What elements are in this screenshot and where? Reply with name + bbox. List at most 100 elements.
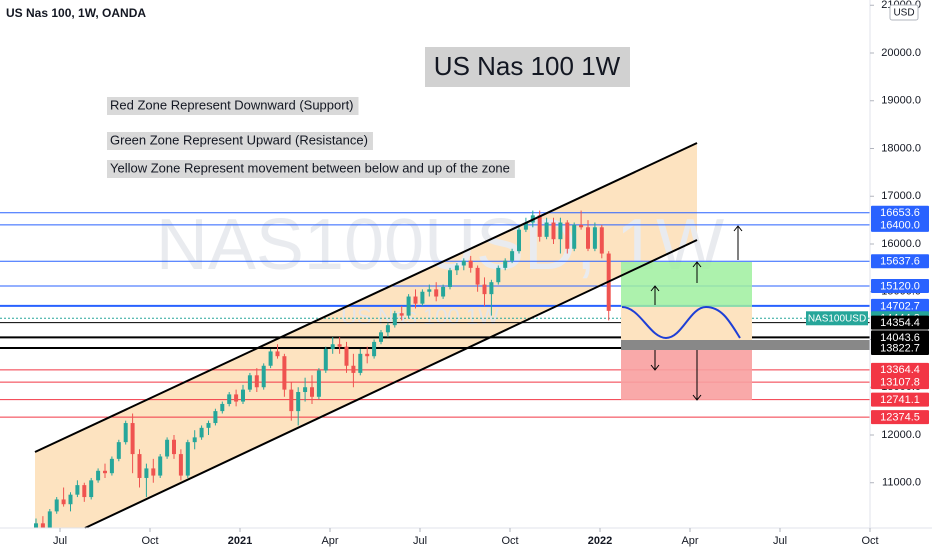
level-label-box — [871, 217, 929, 232]
wave — [621, 305, 741, 340]
candle-body — [199, 427, 204, 438]
candle-body — [399, 313, 404, 316]
candle-body — [289, 389, 294, 412]
candle-body — [247, 375, 252, 390]
y-tick-label: 17000.0 — [881, 190, 921, 202]
candle-body — [296, 392, 301, 412]
header: US Nas 100, 1W, OANDA — [6, 6, 146, 20]
candle-body — [275, 351, 280, 357]
level-label-box — [871, 298, 929, 313]
level-label: 15120.0 — [880, 280, 920, 292]
candle-body — [468, 260, 473, 268]
level-label-box — [871, 392, 929, 407]
candle-body — [510, 251, 515, 261]
y-tick-label: 19000.0 — [881, 95, 921, 107]
annotation: Green Zone Represent Upward (Resistance) — [110, 132, 368, 147]
candle-body — [254, 375, 259, 388]
candle-body — [482, 284, 487, 295]
candle-body — [75, 485, 80, 495]
candle-body — [406, 296, 411, 316]
candle-body — [61, 499, 66, 505]
candle-body — [68, 494, 73, 505]
candle-body — [330, 344, 335, 350]
candle-body — [365, 353, 370, 357]
candle-body — [572, 224, 577, 249]
level-label: 16653.6 — [880, 207, 920, 219]
level-label: 14354.4 — [880, 317, 920, 329]
candle-body — [586, 227, 590, 249]
candle-body — [503, 260, 508, 268]
annotations: Red Zone Represent Downward (Support) Gre… — [107, 97, 515, 178]
candle-body — [344, 346, 349, 366]
x-tick-label: Apr — [321, 535, 338, 547]
y-tick-label: 20000.0 — [881, 47, 921, 59]
channel-lower — [84, 239, 698, 529]
candle-body — [40, 523, 45, 528]
candle-body — [123, 423, 128, 443]
annotation-box — [107, 160, 515, 178]
axes: 11000.012000.013000.014000.015000.016000… — [53, 0, 929, 547]
symbol-label-box — [806, 311, 868, 326]
candle-body — [192, 437, 197, 443]
candle-body — [544, 222, 549, 237]
level-label-box — [871, 340, 929, 355]
currency-box — [889, 4, 919, 21]
level-label: 15637.6 — [880, 256, 920, 268]
yellow-zone — [621, 307, 752, 340]
annotation-box — [107, 97, 359, 115]
candle-body — [185, 442, 190, 476]
candle-body — [351, 365, 356, 373]
red-zone — [621, 350, 752, 400]
candle-body — [461, 260, 466, 266]
candle-body — [213, 411, 218, 424]
x-tick-label: Oct — [501, 535, 518, 547]
watermark-sub: US Nas 100 1W — [341, 304, 499, 329]
channel-fill — [35, 143, 697, 528]
level-label: 13822.7 — [880, 342, 920, 354]
candle-body — [165, 439, 170, 457]
candle-body — [441, 286, 446, 297]
candle-body — [151, 468, 156, 476]
candle-body — [558, 222, 563, 240]
candle-body — [47, 511, 52, 528]
level-label-box — [871, 410, 929, 425]
annotation: Red Zone Represent Downward (Support) — [110, 97, 354, 112]
y-tick-label: 18000.0 — [881, 142, 921, 154]
candle-body — [448, 270, 452, 287]
candle-body — [158, 456, 163, 476]
candle-body — [316, 370, 321, 397]
candle-body — [282, 356, 287, 390]
candle-body — [489, 282, 494, 295]
candle-body — [261, 365, 266, 388]
candle-body — [220, 403, 225, 412]
candle-body — [392, 313, 397, 326]
level-label-box — [871, 362, 929, 377]
level-label: 16400.0 — [880, 219, 920, 231]
x-tick-label: Apr — [681, 535, 698, 547]
candle-body — [385, 325, 390, 333]
x-tick-label: 2021 — [228, 535, 252, 547]
level-label-box — [871, 375, 929, 390]
candle-body — [227, 394, 232, 404]
candle-body — [34, 523, 38, 528]
channel-upper — [34, 142, 698, 453]
arrows — [650, 225, 743, 401]
green-zone — [621, 262, 752, 307]
symbol-label: NAS100USD — [808, 313, 866, 324]
candle-body — [178, 454, 183, 476]
zones — [34, 142, 870, 529]
level-label-box — [871, 205, 929, 220]
x-tick-label: Oct — [141, 535, 158, 547]
candle-body — [144, 468, 149, 478]
candle-body — [358, 353, 363, 373]
currency: USD — [893, 8, 914, 19]
level-label: 12374.5 — [880, 412, 920, 424]
candle-body — [372, 341, 377, 357]
title-box — [425, 47, 630, 87]
candle-body — [475, 267, 480, 285]
candle-body — [592, 227, 597, 249]
x-tick-label: 2022 — [588, 535, 612, 547]
gray-zone — [621, 340, 870, 350]
candle-body — [109, 458, 114, 474]
